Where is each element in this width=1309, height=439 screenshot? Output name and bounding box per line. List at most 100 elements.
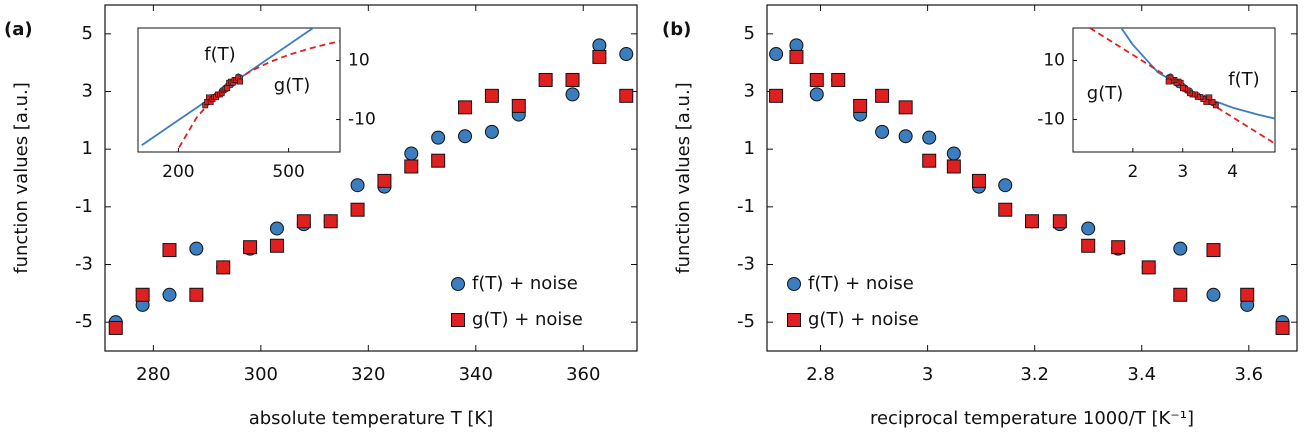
data-point: [972, 173, 986, 188]
data-point: [1081, 238, 1096, 253]
plot-frame: [766, 4, 1298, 352]
data-point: [135, 287, 150, 302]
data-layer: [769, 38, 1290, 335]
data-point: [998, 202, 1013, 217]
x-tick-label: 300: [244, 364, 278, 385]
data-point: [458, 129, 473, 144]
data-point: [946, 146, 961, 161]
data-point: [350, 202, 365, 217]
legend-marker: [451, 277, 465, 291]
data-point: [922, 130, 937, 145]
panel-label: (b): [662, 19, 691, 40]
data-point: [769, 88, 784, 103]
data-point: [1240, 287, 1255, 302]
data-point: [1111, 240, 1126, 255]
data-point: [431, 130, 446, 145]
data-point: [619, 47, 634, 62]
data-point: [875, 124, 890, 139]
inset-curve: [1088, 28, 1275, 145]
data-point: [296, 214, 311, 229]
data-point: [377, 173, 392, 188]
inset-curve-label: f(T): [204, 44, 235, 65]
data-point: [1275, 320, 1290, 335]
inset-curve-label: g(T): [1087, 83, 1123, 104]
data-point: [565, 72, 580, 87]
data-point: [350, 178, 365, 193]
y-tick-label: -1: [75, 196, 93, 217]
x-tick-label: 3.4: [1127, 364, 1156, 385]
data-point: [1173, 287, 1188, 302]
y-axis-label: function values [a.u.]: [11, 82, 32, 273]
x-tick-label: 280: [136, 364, 170, 385]
legend-label: g(T) + noise: [808, 309, 919, 330]
y-tick-label: -1: [737, 196, 755, 217]
inset-layer: [141, 28, 340, 152]
inset-x-tick-label: 3: [1177, 162, 1188, 182]
x-tick-label: 3.2: [1020, 364, 1049, 385]
legend-label: g(T) + noise: [472, 309, 583, 330]
inset-y-tick-label: -10: [1037, 110, 1065, 130]
data-point: [619, 88, 634, 103]
panel: 2.8 3 3.2 3.4 3.6 -5 -3 -1 1 3 5 reciprocal tempera…: [662, 4, 1298, 429]
x-tick-label: 340: [459, 364, 493, 385]
data-layer: [108, 38, 634, 335]
x-tick-label: 3.6: [1234, 364, 1263, 385]
inset-frame: [1072, 27, 1276, 153]
inset-curve: [175, 40, 340, 152]
data-point: [108, 320, 123, 335]
data-point: [946, 159, 961, 174]
data-point: [789, 49, 804, 64]
y-tick-label: -3: [737, 254, 755, 275]
data-point: [1209, 99, 1216, 105]
data-point: [458, 100, 473, 115]
y-tick-label: 5: [744, 23, 755, 44]
data-point: [511, 98, 526, 113]
data-point: [1212, 102, 1219, 109]
data-point: [484, 124, 499, 139]
x-tick-label: 320: [351, 364, 385, 385]
data-point: [484, 88, 499, 103]
data-point: [769, 47, 784, 62]
inset-x-tick-label: 500: [272, 162, 304, 182]
data-point: [431, 153, 446, 168]
data-point: [1025, 214, 1039, 229]
data-point: [898, 100, 913, 115]
data-point: [565, 87, 580, 102]
x-axis-label: absolute temperature T [K]: [249, 408, 494, 429]
y-tick-label: -5: [737, 311, 755, 332]
data-point: [809, 72, 824, 87]
panel-label: (a): [4, 19, 33, 40]
inset-frame: [137, 27, 341, 153]
data-point: [831, 72, 846, 87]
y-tick-label: 3: [82, 81, 93, 102]
inset-x-tick-label: 200: [162, 162, 194, 182]
inset-y-tick-label: 10: [1043, 50, 1065, 70]
data-point: [189, 241, 204, 256]
inset-y-tick-label: -10: [348, 110, 376, 130]
data-point: [216, 260, 231, 275]
y-tick-label: -3: [75, 254, 93, 275]
legend-label: f(T) + noise: [472, 273, 578, 294]
y-axis-label: function values [a.u.]: [673, 82, 694, 273]
data-point: [224, 85, 231, 92]
data-point: [269, 238, 284, 253]
data-point: [1179, 85, 1186, 92]
x-axis-label: reciprocal temperature 1000/T [K⁻¹]: [870, 408, 1194, 429]
data-point: [592, 49, 607, 64]
data-point: [922, 153, 937, 168]
data-point: [898, 129, 913, 144]
y-tick-label: 1: [744, 138, 755, 159]
x-tick-label: 2.8: [806, 364, 835, 385]
data-point: [1206, 243, 1221, 258]
legend-marker: [787, 277, 801, 291]
inset-layer: [1088, 28, 1275, 145]
y-tick-label: -5: [75, 311, 93, 332]
data-point: [538, 72, 553, 87]
data-point: [404, 159, 419, 174]
data-point: [1052, 214, 1067, 229]
data-point: [1165, 78, 1172, 85]
inset-x-tick-label: 4: [1227, 162, 1238, 182]
data-point: [875, 88, 890, 103]
data-point: [323, 214, 338, 229]
